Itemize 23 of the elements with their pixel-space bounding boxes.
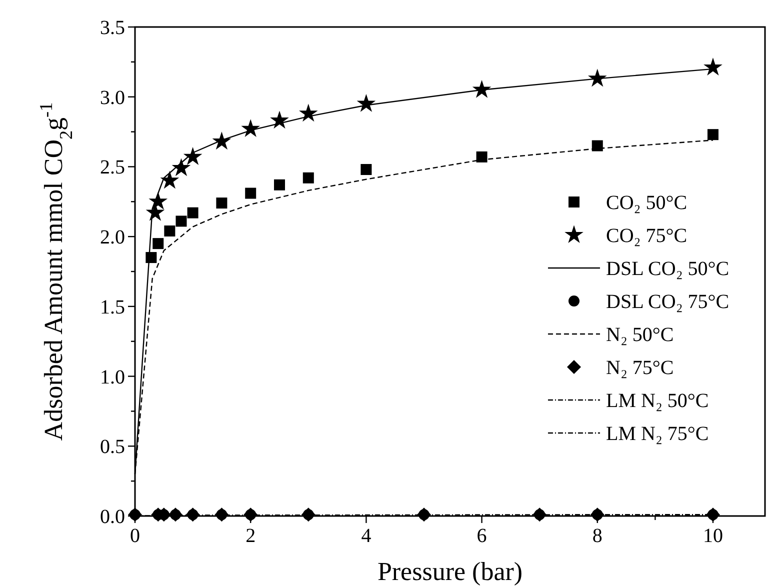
legend-label: LM N₂ 75°C [606,423,709,445]
y-tick-label: 2.0 [100,226,125,249]
x-tick-label: 6 [476,525,487,547]
legend-label: N₂ 50°C [606,324,674,346]
x-axis-title: Pressure (bar) [377,557,523,586]
y-tick-label: 2.5 [100,156,125,179]
x-tick-label: 8 [592,525,602,547]
x-tick-label: 10 [702,525,723,547]
legend-label: CO₂ 75°C [606,225,688,247]
legend-label: DSL CO₂ 50°C [606,258,730,280]
x-tick-label: 4 [361,525,372,547]
y-tick-label: 0.0 [100,506,125,528]
x-tick-label: 2 [246,525,256,547]
legend-label: CO₂ 50°C [606,192,688,214]
legend-label: LM N₂ 50°C [606,390,709,412]
y-tick-label: 3.0 [100,86,125,109]
y-tick-label: 0.5 [100,436,125,458]
y-tick-label: 3.5 [100,17,125,39]
legend-label: DSL CO₂ 75°C [606,291,730,313]
x-tick-label: 0 [130,525,140,547]
y-tick-label: 1.0 [100,366,125,388]
y-tick-label: 1.5 [100,296,125,318]
legend-label: N₂ 75°C [606,357,674,379]
